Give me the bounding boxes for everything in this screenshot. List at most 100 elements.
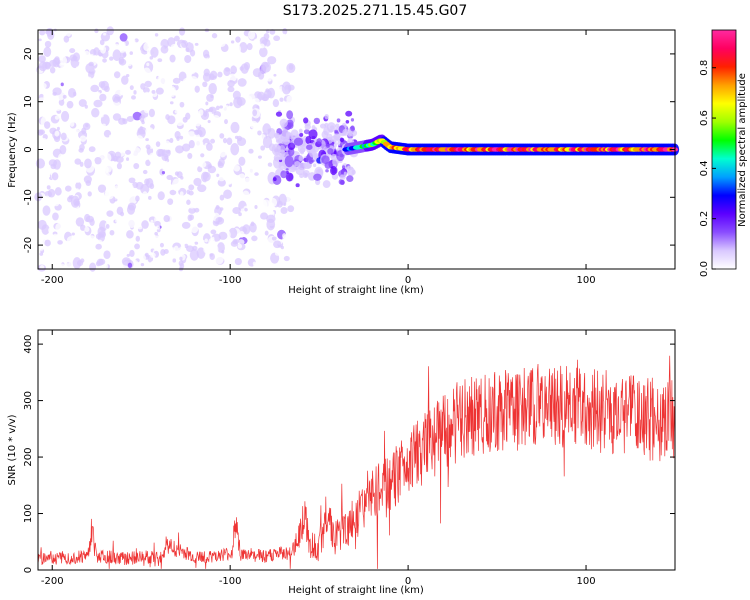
spectrogram-cell [116,130,124,136]
spectrogram-cell [205,101,209,106]
spectrogram-cell [125,149,131,155]
spectrogram-cell [235,36,241,43]
spectrogram-cell [207,119,211,124]
spectrogram-cell [211,33,218,39]
spectrogram-cell [189,49,196,57]
spectrogram-cell [75,238,84,249]
spectrogram-cell [60,132,67,141]
spectrogram-cell [322,180,331,189]
spectrogram-cell [244,208,248,212]
colorbar-tick-label: 0.2 [699,211,710,227]
spectrogram-cell [142,169,148,175]
spectrogram-cell [40,137,48,147]
spectrogram-cell [316,138,322,145]
spectrogram-cell [157,58,163,63]
spectrogram-cell [289,201,295,206]
colorbar-ticks: 0.0 0.2 0.4 0.6 0.8 [699,60,716,277]
spectrogram-cell [181,65,189,71]
spectrogram-cell [239,42,248,53]
spectrogram-cell [167,198,174,206]
spectrogram-cell [53,159,61,170]
spectrogram-cell [116,162,122,170]
spectrogram-cell [175,145,184,154]
spectrogram-cell [94,91,101,97]
spectrogram-cell [128,103,137,112]
spectrogram-cell [178,114,182,119]
spectrogram-cell [95,243,102,250]
spectrogram-cell [148,36,156,44]
spectrogram-cell [209,253,215,261]
spectrogram-cell [95,233,102,240]
spectrogram-cell [259,43,265,49]
spectrogram-cell [250,221,255,227]
spectrogram-cell [75,188,79,192]
spectrogram-cell [265,100,273,110]
spectrogram-cell [350,125,355,132]
spectrogram-series-main_tone [341,134,680,156]
spectrogram-cell [194,129,200,136]
spectrogram-cell [148,152,157,163]
spectrogram-cell [78,148,84,153]
spectrogram-cell [285,172,294,182]
spectrogram-cell [146,62,150,67]
spectrogram-cell [351,169,356,175]
spectrogram-cell [189,214,195,221]
spectrogram-cell [148,108,155,118]
spectrogram-cell [263,33,270,40]
spectrogram-cell [58,153,67,162]
spectrogram-cell [224,126,230,132]
spectrogram-cell [110,79,119,87]
spectrogram-cell [339,137,345,143]
spectrogram-cell [114,145,120,151]
spectrogram-cell [263,89,272,99]
spectrogram-cell [271,236,277,241]
spectrogram-cell [48,228,52,233]
spectrogram-cell [195,110,201,117]
spectrogram-cell [109,56,114,61]
spectrogram-cell [133,90,137,95]
spectrogram-cell [135,195,140,202]
spectrogram-cell [102,58,107,63]
spectrogram-cell [73,91,77,97]
spectrogram-cell [274,251,281,256]
spectrogram-cell [161,170,166,175]
spectrogram-cell [224,243,231,251]
spectrogram-cell [242,190,250,200]
spectrogram-cell [181,40,188,48]
spectrogram-cell [188,67,196,75]
spectrogram-cell [157,74,167,84]
spectrogram-cell [230,40,235,44]
spectrogram-cell [173,35,180,42]
spectrogram-cell [112,94,121,103]
spectrogram-cell [88,146,96,153]
spectrogram-cell [250,121,259,130]
snr-background [38,330,675,570]
spectrogram-cell [151,235,161,244]
spectrogram-cell [68,133,72,138]
spectrogram-cell [54,130,60,137]
spectrogram-cell [247,197,256,205]
spectrogram-cell [142,191,148,197]
spectrogram-cell [170,91,176,98]
spectrogram-cell [139,126,143,131]
spectrogram-cell [154,220,161,227]
spectrogram-cell [281,81,292,95]
spectrogram-cell [219,105,223,109]
spectrogram-cell [215,189,220,193]
spectrogram-series-scatter_noise [34,26,296,274]
spectrogram-cell [94,28,99,34]
spectrogram-cell [217,178,226,187]
spectrogram-cell [197,184,207,193]
spectrogram-cell [293,137,304,146]
spectrogram-cell [149,183,155,190]
spectrogram-cell [286,110,294,120]
spectrogram-cell [226,137,233,146]
spectrogram-cell [187,152,193,160]
colorbar: 0.0 0.2 0.4 0.6 0.8 Normalized spectral ampl… [699,29,748,277]
spectrogram-cell [158,54,162,57]
spectrogram-cell [46,185,51,190]
spectrogram-cell [115,120,119,124]
spectrogram-cell [38,38,42,42]
spectrogram-cell [39,30,46,36]
